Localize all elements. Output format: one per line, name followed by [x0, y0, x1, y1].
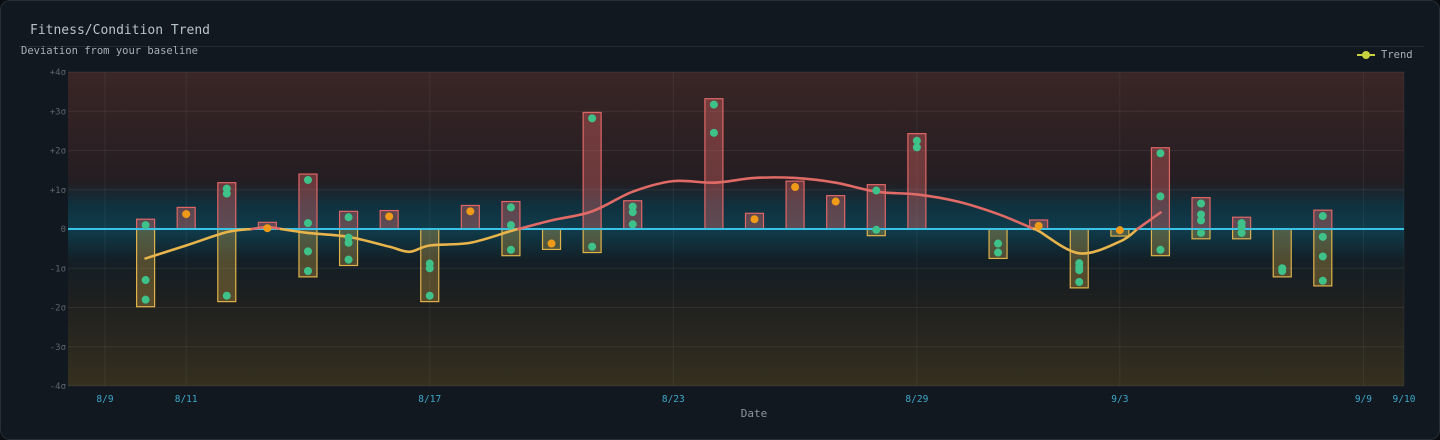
data-point: [1034, 221, 1043, 230]
data-point: [709, 100, 718, 109]
y-tick-label: -1σ: [50, 264, 66, 274]
data-point: [141, 276, 150, 285]
x-tick-label: 9/3: [1111, 394, 1128, 405]
data-point: [141, 221, 150, 230]
y-tick-label: -4σ: [50, 382, 66, 392]
data-point: [791, 183, 800, 192]
data-point: [588, 242, 597, 251]
data-point: [628, 208, 637, 217]
data-point: [1318, 212, 1327, 221]
y-tick-label: -2σ: [50, 304, 66, 314]
data-point: [141, 295, 150, 304]
data-point: [709, 128, 718, 137]
data-point: [506, 221, 515, 230]
data-point: [588, 114, 597, 123]
y-tick-label: +1σ: [50, 186, 66, 196]
data-point: [303, 175, 312, 184]
x-axis-title: Date: [741, 407, 768, 420]
trend-line: [144, 176, 1162, 260]
data-point: [1197, 199, 1206, 208]
data-point: [385, 212, 394, 221]
data-point: [1318, 252, 1327, 261]
trend-segment: [279, 227, 520, 254]
data-point: [1197, 216, 1206, 225]
data-point: [425, 264, 434, 273]
data-point: [912, 143, 921, 152]
legend-label-trend: Trend: [1381, 49, 1413, 61]
trend-segment: [144, 227, 254, 260]
negative-bar: [135, 228, 156, 308]
data-point: [750, 215, 759, 224]
data-point: [222, 189, 231, 198]
x-tick-labels: 8/9 8/11 8/17 8/23 8/29 9/3 9/9 9/10: [96, 394, 1415, 405]
trend-segment: [1032, 227, 1139, 255]
data-point: [831, 197, 840, 206]
data-point: [1197, 228, 1206, 237]
data-point: [1278, 266, 1287, 275]
data-point: [344, 213, 353, 222]
y-tick-labels: +4σ +3σ +2σ +1σ 0 -1σ -2σ -3σ -4σ: [50, 68, 66, 392]
data-point: [628, 202, 637, 211]
data-point: [222, 291, 231, 300]
x-tick-label: 9/10: [1393, 394, 1416, 405]
data-point: [506, 203, 515, 212]
y-tick-label: +4σ: [50, 68, 66, 78]
data-point: [547, 239, 556, 248]
data-point: [1237, 223, 1246, 232]
x-tick-label: 8/29: [905, 394, 928, 405]
data-point: [1318, 232, 1327, 241]
data-point: [466, 207, 475, 216]
chart-subtitle: Deviation from your baseline: [21, 45, 199, 57]
data-point: [182, 210, 191, 219]
data-point: [912, 136, 921, 145]
data-point: [344, 255, 353, 264]
y-tick-label: +2σ: [50, 147, 66, 157]
data-point: [1115, 226, 1124, 235]
data-point: [1156, 192, 1165, 201]
data-point: [303, 219, 312, 228]
data-point: [263, 224, 272, 233]
trend-segment: [517, 176, 1036, 231]
data-point: [506, 245, 515, 254]
data-point: [994, 239, 1003, 248]
data-point: [344, 238, 353, 247]
data-point: [425, 291, 434, 300]
data-point: [872, 186, 881, 195]
title-divider: [19, 46, 1424, 47]
x-tick-label: 8/9: [96, 394, 113, 405]
data-point: [1237, 228, 1246, 237]
x-tick-label: 8/23: [662, 394, 685, 405]
data-point: [628, 220, 637, 229]
positive-bar: [704, 98, 724, 230]
x-tick-label: 8/11: [175, 394, 198, 405]
data-point: [1156, 245, 1165, 254]
trend-segment: [1136, 211, 1162, 231]
x-tick-label: 8/17: [418, 394, 441, 405]
data-points: [141, 100, 1327, 304]
legend[interactable]: Trend: [1357, 49, 1413, 61]
negative-bar: [217, 228, 237, 303]
trend-legend-icon: [1357, 51, 1375, 59]
data-point: [1075, 266, 1084, 275]
chart-title: Fitness/Condition Trend: [30, 23, 211, 38]
data-point: [1318, 276, 1327, 285]
y-tick-label: -3σ: [50, 343, 66, 353]
data-point: [872, 225, 881, 234]
y-tick-label: +3σ: [50, 107, 66, 117]
data-point: [1197, 210, 1206, 219]
data-point: [303, 266, 312, 275]
x-tick-label: 9/9: [1355, 394, 1372, 405]
data-point: [1156, 149, 1165, 158]
y-tick-label: 0: [61, 225, 66, 235]
data-point: [303, 247, 312, 256]
data-point: [994, 248, 1003, 257]
data-point: [1075, 277, 1084, 286]
